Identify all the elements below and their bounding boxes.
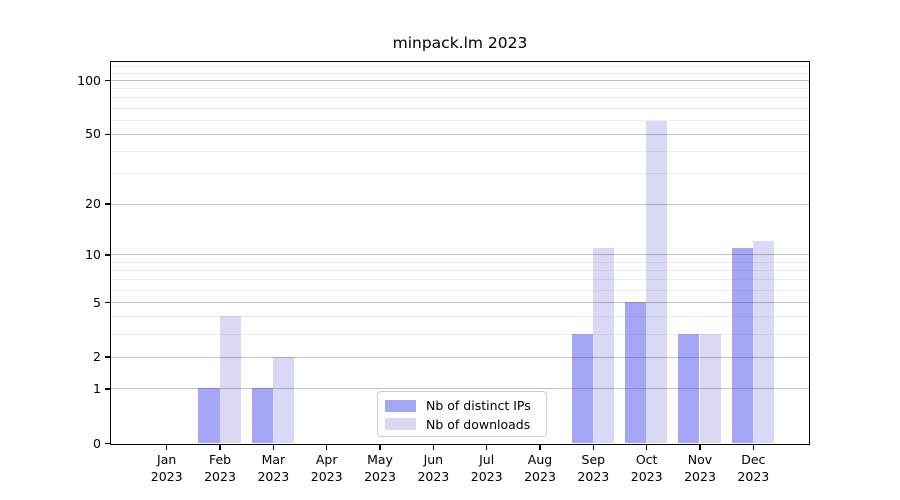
gridline-major xyxy=(111,356,809,358)
bar-distinct-ips-nov xyxy=(678,333,700,443)
x-tick-label: Apr 2023 xyxy=(310,452,343,484)
x-tick-label: Oct 2023 xyxy=(630,452,663,484)
y-tick-mark xyxy=(105,79,110,82)
bar-downloads-dec xyxy=(752,241,775,443)
plot-area xyxy=(110,61,810,445)
gridline-minor xyxy=(111,150,809,152)
x-tick-label: Jan 2023 xyxy=(150,452,183,484)
x-tick-mark xyxy=(432,445,435,450)
x-tick-mark xyxy=(485,445,488,450)
y-tick-label: 0 xyxy=(93,435,101,451)
y-tick-mark xyxy=(105,203,110,205)
chart-title: minpack.lm 2023 xyxy=(392,34,528,52)
bar-downloads-feb xyxy=(219,316,241,443)
x-tick-label: Sep 2023 xyxy=(577,452,610,484)
x-tick-label: Dec 2023 xyxy=(737,452,770,484)
x-tick-mark xyxy=(165,445,168,450)
legend-label: Nb of downloads xyxy=(426,416,531,432)
y-tick-mark xyxy=(105,388,110,390)
gridline-major xyxy=(111,302,809,304)
gridline-major xyxy=(111,388,809,390)
gridline-major xyxy=(111,254,809,256)
x-tick-label: Jun 2023 xyxy=(417,452,450,484)
x-tick-mark xyxy=(752,445,755,450)
legend-item: Nb of distinct IPs xyxy=(378,397,546,416)
y-tick-label: 10 xyxy=(85,246,101,262)
x-tick-mark xyxy=(539,445,541,450)
gridline-minor xyxy=(111,119,809,121)
x-tick-mark xyxy=(592,445,595,450)
y-tick-label: 1 xyxy=(93,380,101,396)
gridline-minor xyxy=(111,88,809,90)
bar-distinct-ips-dec xyxy=(731,247,753,443)
gridline-major xyxy=(111,203,809,205)
y-tick-label: 20 xyxy=(85,196,101,212)
y-tick-label: 2 xyxy=(93,349,101,365)
gridline-minor xyxy=(111,65,809,67)
gridline-minor xyxy=(111,72,809,74)
gridline-minor xyxy=(111,261,809,263)
x-tick-label: Aug 2023 xyxy=(524,452,556,484)
bar-downloads-oct xyxy=(646,120,668,443)
bar-downloads-sep xyxy=(592,247,615,443)
x-tick-label: Feb 2023 xyxy=(204,452,236,484)
x-tick-mark xyxy=(325,445,328,450)
y-tick-mark xyxy=(105,356,110,358)
legend-label: Nb of distinct IPs xyxy=(426,398,531,414)
bar-distinct-ips-oct xyxy=(624,302,647,443)
gridline-minor xyxy=(111,172,809,174)
gridline-minor xyxy=(111,333,809,335)
bar-distinct-ips-sep xyxy=(571,333,593,443)
y-tick-label: 5 xyxy=(93,294,101,310)
y-tick-label: 50 xyxy=(85,126,101,142)
y-tick-mark xyxy=(105,301,110,304)
gridline-minor xyxy=(111,270,809,272)
y-tick-mark xyxy=(105,254,110,256)
gridline-major xyxy=(111,133,809,135)
bar-distinct-ips-mar xyxy=(251,388,273,443)
x-tick-mark xyxy=(219,445,221,450)
x-tick-mark xyxy=(272,445,275,450)
legend: Nb of distinct IPs Nb of downloads xyxy=(377,391,547,437)
x-tick-mark xyxy=(699,445,701,450)
bar-distinct-ips-feb xyxy=(198,388,220,443)
x-tick-mark xyxy=(645,445,648,450)
bar-downloads-mar xyxy=(272,356,295,443)
x-tick-label: May 2023 xyxy=(364,452,396,484)
x-tick-label: Jul 2023 xyxy=(470,452,503,484)
y-tick-mark xyxy=(105,133,110,135)
gridline-minor xyxy=(111,279,809,281)
gridline-minor xyxy=(111,97,809,99)
legend-item: Nb of downloads xyxy=(378,415,546,434)
y-tick-label: 100 xyxy=(77,72,101,88)
y-tick-mark xyxy=(105,442,110,445)
gridline-minor xyxy=(111,107,809,109)
gridline-minor xyxy=(111,316,809,318)
legend-swatch xyxy=(385,418,416,431)
gridline-minor xyxy=(111,289,809,291)
bar-downloads-nov xyxy=(699,333,721,443)
x-tick-mark xyxy=(379,445,381,450)
legend-swatch xyxy=(385,399,416,412)
gridline-major xyxy=(111,80,809,82)
x-tick-label: Mar 2023 xyxy=(257,452,290,484)
x-tick-label: Nov 2023 xyxy=(684,452,716,484)
